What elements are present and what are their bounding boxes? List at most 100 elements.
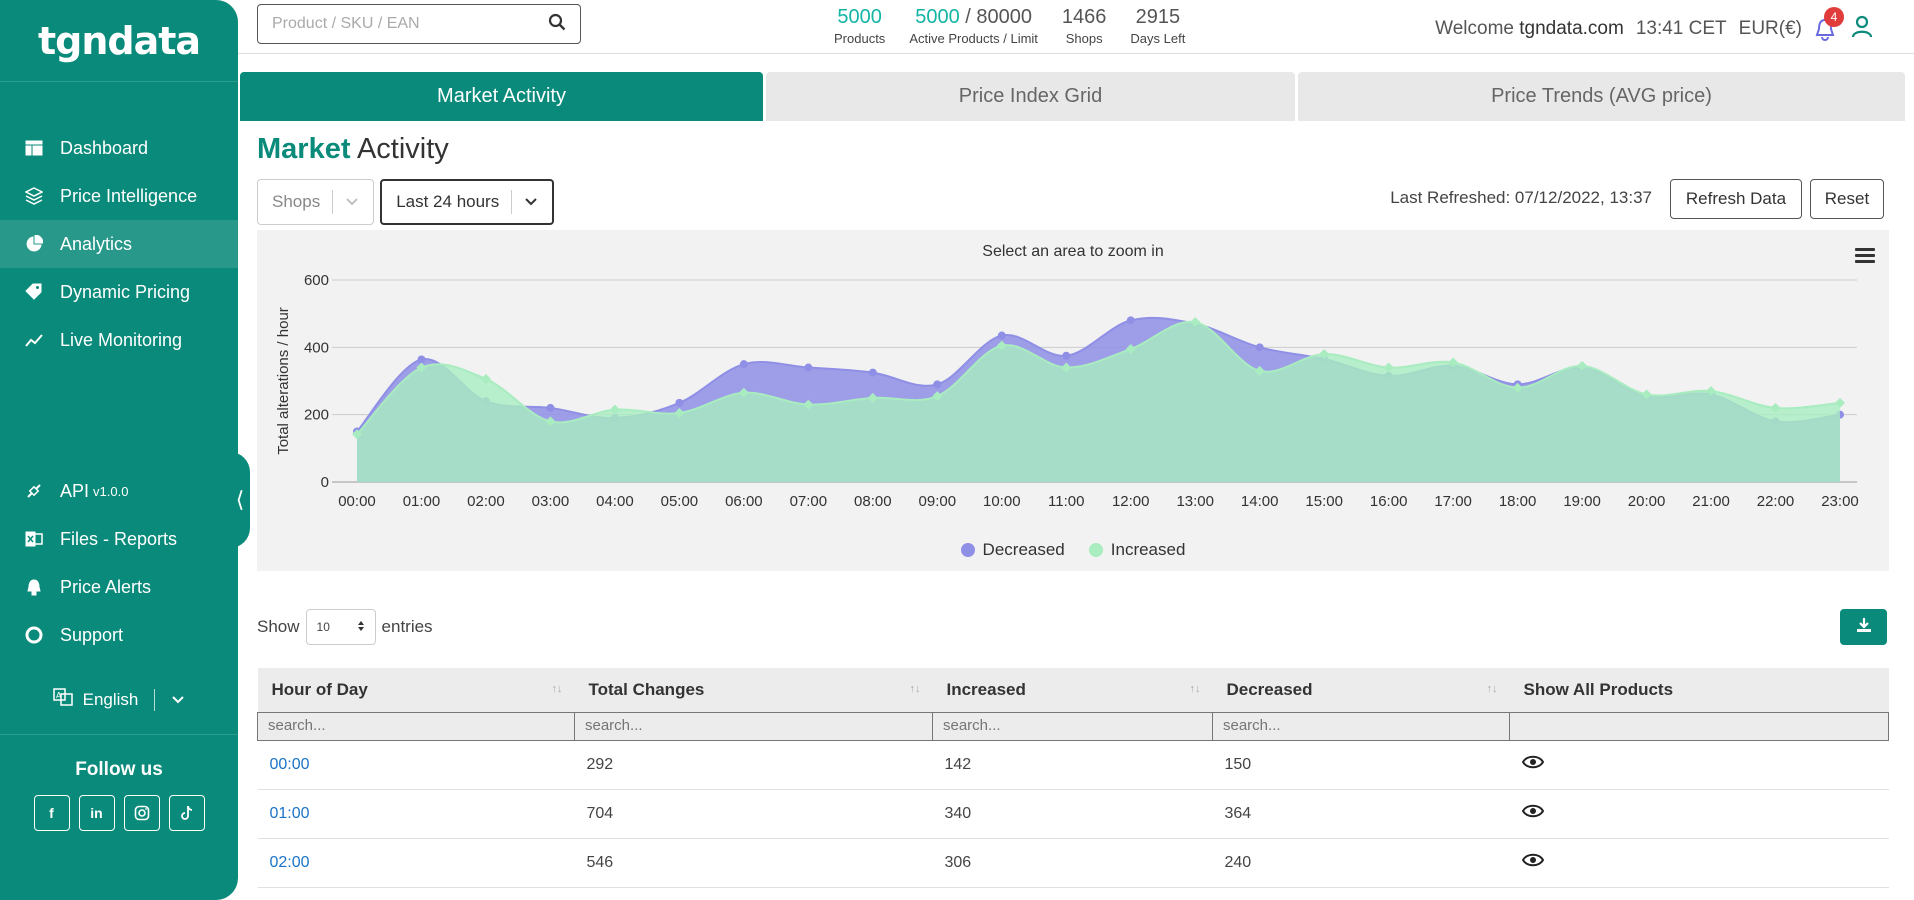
welcome-label: Welcome (1435, 18, 1514, 39)
data-point-decreased (546, 403, 555, 412)
search-hour-input[interactable] (268, 717, 564, 734)
tab-market-activity[interactable]: Market Activity (240, 72, 763, 121)
facebook-icon[interactable]: f (33, 795, 70, 831)
x-tick-label: 19:00 (1563, 493, 1601, 510)
search-increased-input[interactable] (943, 717, 1202, 734)
tab-price-index-grid[interactable]: Price Index Grid (766, 72, 1295, 121)
sidebar-item-label: Support (60, 624, 124, 645)
column-header-decreased[interactable]: Decreased ↑↓ (1212, 668, 1510, 712)
entries-select[interactable]: 10 (305, 609, 376, 645)
sidebar-nav-bottom: API v1.0.0 Files - Reports Price Alerts … (0, 467, 238, 659)
tiktok-icon[interactable] (168, 795, 205, 831)
sidebar-item-price-alerts[interactable]: Price Alerts (0, 563, 238, 611)
shops-filter[interactable]: Shops (257, 179, 375, 225)
data-point-increased (738, 387, 749, 398)
sidebar-item-label: Price Alerts (60, 576, 152, 597)
products-limit: 80000 (976, 6, 1033, 28)
current-time: 13:41 CET (1635, 18, 1727, 39)
brand-logo[interactable]: tgndata (0, 0, 238, 82)
download-button[interactable] (1840, 609, 1887, 645)
language-selector[interactable]: A English (0, 687, 238, 712)
social-links: f in (0, 795, 238, 831)
chart-menu-icon[interactable] (1855, 248, 1875, 266)
data-point-increased (1254, 365, 1265, 376)
stat-separator: / (959, 6, 977, 28)
bell-alert-icon (24, 577, 44, 597)
currency-selector[interactable]: EUR(€) (1738, 18, 1802, 39)
search-cell (1212, 711, 1510, 741)
reset-button[interactable]: Reset (1810, 179, 1884, 219)
series-area-increased (357, 321, 1840, 482)
data-point-increased (996, 340, 1007, 351)
legend-item-increased[interactable]: Increased (1088, 540, 1185, 560)
market-activity-chart[interactable]: Select an area to zoom in 0 200 400 600 Tota… (257, 230, 1889, 571)
user-icon[interactable] (1850, 14, 1874, 44)
eye-icon[interactable] (1521, 853, 1544, 871)
sidebar-item-dynamic-pricing[interactable]: Dynamic Pricing (0, 268, 238, 316)
data-point-increased (803, 399, 814, 410)
sidebar-item-dashboard[interactable]: Dashboard (0, 124, 238, 172)
sidebar-item-files-reports[interactable]: Files - Reports (0, 515, 238, 563)
table-row: 01:00 704 340 364 (257, 789, 1889, 839)
search-cell (574, 711, 933, 741)
download-icon (1856, 617, 1872, 638)
sidebar-item-label: Files - Reports (60, 528, 178, 549)
search-input[interactable] (272, 15, 548, 33)
cell-show-all (1509, 789, 1889, 839)
data-point-increased (545, 416, 556, 427)
y-tick-label: 0 (321, 474, 329, 491)
column-header-hour[interactable]: Hour of Day ↑↓ (257, 668, 575, 712)
tab-price-trends[interactable]: Price Trends (AVG price) (1298, 72, 1905, 121)
notifications-button[interactable]: 4 (1814, 7, 1844, 41)
stat-active-products: 5000 / 80000 Active Products / Limit (909, 6, 1038, 46)
eye-icon[interactable] (1521, 804, 1544, 822)
x-tick-label: 01:00 (403, 493, 441, 510)
page-title-rest: Activity (350, 133, 449, 165)
cell-total: 546 (574, 838, 933, 888)
x-tick-label: 11:00 (1048, 493, 1084, 510)
y-tick-label: 600 (304, 272, 329, 289)
x-tick-label: 00:00 (338, 493, 376, 510)
stat-label: Days Left (1130, 31, 1186, 46)
legend-label: Decreased (982, 540, 1065, 559)
sidebar-item-analytics[interactable]: Analytics (0, 220, 238, 268)
language-label: English (82, 689, 139, 709)
column-header-increased[interactable]: Increased ↑↓ (932, 668, 1213, 712)
refresh-data-button[interactable]: Refresh Data (1670, 179, 1802, 219)
y-tick-label: 200 (304, 407, 329, 424)
column-header-total[interactable]: Total Changes ↑↓ (574, 668, 933, 712)
data-point-increased (867, 392, 878, 403)
sidebar-item-label: Live Monitoring (60, 329, 183, 350)
data-point-increased (932, 391, 943, 402)
excel-file-icon (24, 529, 44, 549)
x-tick-label: 03:00 (532, 493, 570, 510)
linkedin-icon[interactable]: in (78, 795, 115, 831)
instagram-icon[interactable] (123, 795, 160, 831)
sidebar-collapse-toggle[interactable]: ⟨ (230, 452, 250, 548)
column-search-row (257, 711, 1889, 741)
hour-link[interactable]: 02:00 (269, 853, 310, 871)
data-point-increased (609, 404, 620, 415)
top-header: 5000 Products 5000 / 80000 Active Produc… (238, 0, 1914, 54)
cell-show-all (1509, 838, 1889, 888)
sidebar-item-label: Dynamic Pricing (60, 281, 191, 302)
sidebar-item-support[interactable]: Support (0, 611, 238, 659)
eye-icon[interactable] (1521, 755, 1544, 773)
data-point-decreased (933, 380, 942, 389)
sidebar-item-price-intelligence[interactable]: Price Intelligence (0, 172, 238, 220)
x-tick-label: 06:00 (725, 493, 763, 510)
search-icon[interactable] (548, 13, 566, 36)
cell-decreased: 240 (1212, 838, 1510, 888)
hour-link[interactable]: 00:00 (269, 755, 310, 773)
sidebar-item-live-monitoring[interactable]: Live Monitoring (0, 316, 238, 364)
search-total-input[interactable] (585, 717, 922, 734)
search-decreased-input[interactable] (1223, 717, 1499, 734)
header-right: Welcome tgndata.com 13:41 CET EUR(€) 4 (1435, 7, 1874, 44)
legend-item-decreased[interactable]: Decreased (960, 540, 1065, 560)
data-point-decreased (868, 368, 877, 377)
svg-text:A: A (56, 691, 62, 700)
sidebar-item-api[interactable]: API v1.0.0 (0, 467, 238, 515)
hour-link[interactable]: 01:00 (269, 804, 310, 822)
period-filter[interactable]: Last 24 hours (380, 179, 555, 225)
data-point-increased (1190, 317, 1201, 328)
